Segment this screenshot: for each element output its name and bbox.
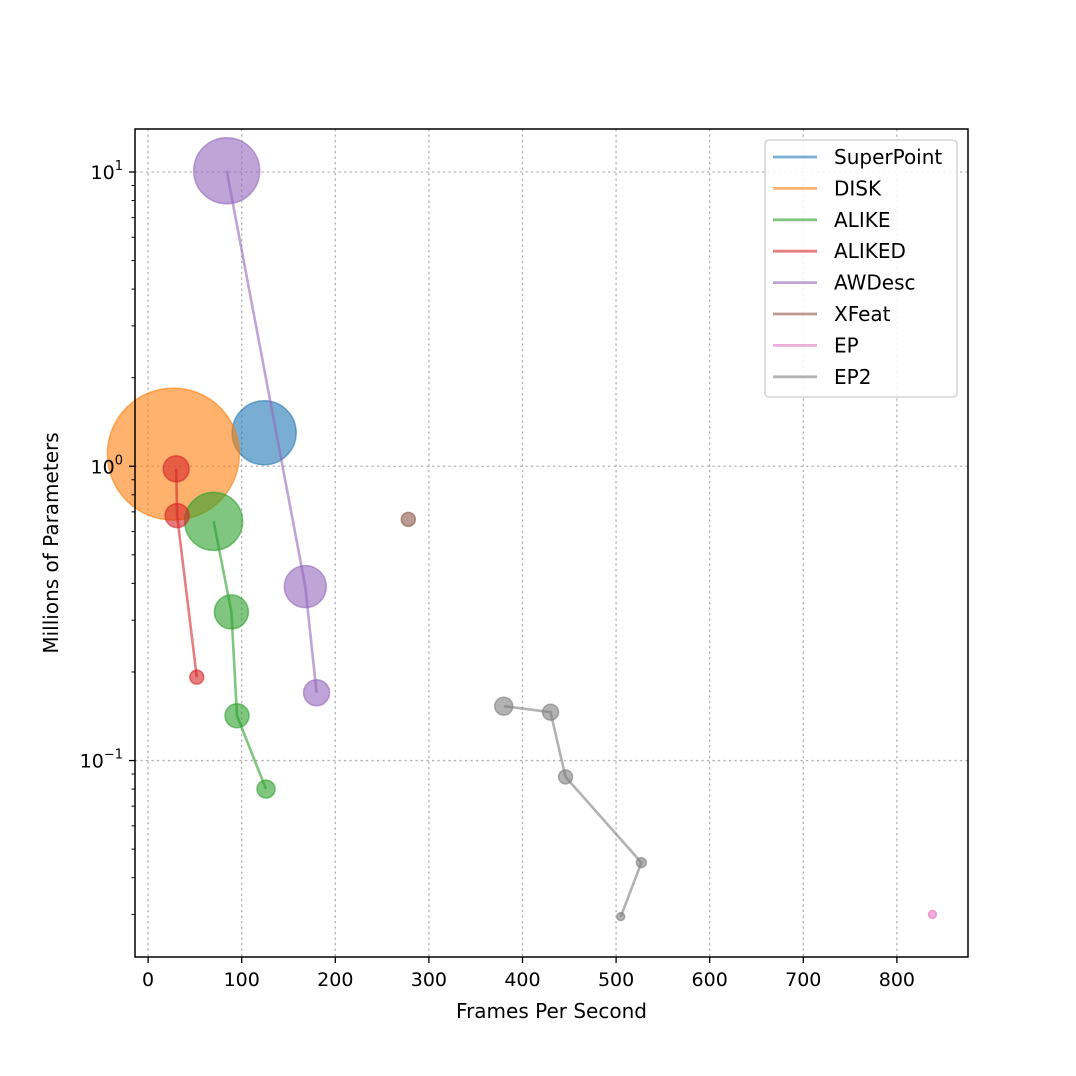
data-point — [400, 511, 417, 528]
y-tick-label: 100 — [91, 453, 123, 478]
y-tick-label: 101 — [91, 159, 123, 184]
legend-item-aliked: ALIKED — [773, 239, 906, 263]
data-point — [302, 678, 331, 707]
series-line — [503, 704, 643, 918]
legend-label: EP2 — [834, 365, 871, 389]
y-tick-exponent: 1 — [115, 159, 123, 174]
legend-item-ep2: EP2 — [773, 365, 871, 389]
legend-item-alike: ALIKE — [773, 208, 890, 232]
legend-label: SuperPoint — [834, 145, 942, 169]
y-tick-base: 10 — [80, 751, 104, 773]
series-line — [212, 521, 268, 790]
x-tick-label: 0 — [142, 969, 154, 991]
series-layer — [106, 136, 938, 922]
series-aliked — [162, 455, 205, 685]
x-tick-label: 300 — [411, 969, 447, 991]
x-axis-ticks: 0 100 200 300 400 500 600 700 800 — [142, 957, 915, 991]
legend-item-awdesc: AWDesc — [773, 271, 915, 295]
y-tick-exponent: −1 — [104, 748, 123, 763]
plot-frame — [134, 128, 969, 958]
series-ep — [927, 909, 938, 920]
y-tick-label: 10−1 — [80, 748, 123, 773]
series-line — [174, 468, 199, 678]
x-axis-label: Frames Per Second — [456, 999, 647, 1023]
legend-label: ALIKE — [834, 208, 890, 232]
series-alike — [183, 491, 276, 799]
series-line — [225, 170, 318, 693]
x-tick-label: 500 — [598, 969, 634, 991]
legend-label: XFeat — [834, 302, 891, 326]
x-tick-label: 100 — [224, 969, 260, 991]
data-point — [231, 399, 297, 466]
x-tick-label: 700 — [785, 969, 821, 991]
legend-item-superpoint: SuperPoint — [773, 145, 942, 169]
series-superpoint — [231, 399, 297, 466]
legend-box — [764, 139, 958, 398]
y-tick-base: 10 — [91, 456, 115, 478]
legend-item-xfeat: XFeat — [773, 302, 891, 326]
y-axis-label: Millions of Parameters — [39, 432, 63, 653]
legend-item-disk: DISK — [773, 176, 882, 200]
y-tick-base: 10 — [91, 162, 115, 184]
legend-label: AWDesc — [834, 271, 915, 295]
legend-label: EP — [834, 333, 859, 357]
x-tick-label: 200 — [317, 969, 353, 991]
legend-label: ALIKED — [834, 239, 906, 263]
series-xfeat — [400, 511, 417, 528]
legend-label: DISK — [834, 176, 882, 200]
y-tick-exponent: 0 — [115, 453, 123, 468]
series-ep2 — [494, 696, 648, 922]
data-point — [927, 909, 938, 920]
x-tick-label: 600 — [692, 969, 728, 991]
legend: SuperPoint DISK ALIKE ALIKED AWDesc XFeat EP EP… — [764, 139, 958, 398]
x-tick-label: 800 — [879, 969, 915, 991]
legend-item-ep: EP — [773, 333, 859, 357]
x-tick-label: 400 — [504, 969, 540, 991]
series-awdesc — [192, 136, 331, 707]
